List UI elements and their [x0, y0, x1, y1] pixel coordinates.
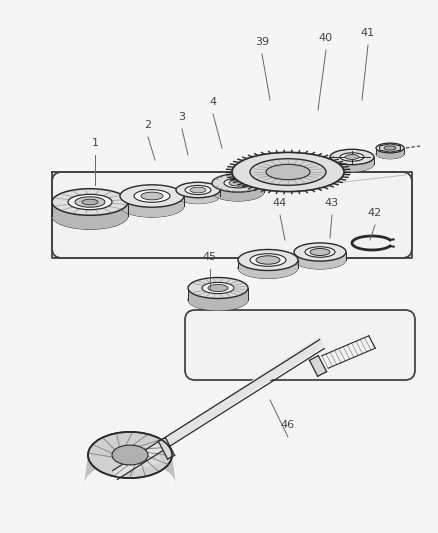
- Text: 46: 46: [280, 420, 294, 430]
- Ellipse shape: [201, 282, 233, 294]
- Ellipse shape: [75, 197, 105, 207]
- Ellipse shape: [339, 153, 363, 161]
- Polygon shape: [113, 337, 323, 480]
- Text: 44: 44: [272, 198, 286, 208]
- Text: 42: 42: [367, 208, 381, 218]
- Ellipse shape: [329, 149, 373, 165]
- Ellipse shape: [309, 248, 329, 255]
- Ellipse shape: [68, 195, 112, 209]
- FancyBboxPatch shape: [52, 172, 411, 258]
- Ellipse shape: [231, 152, 343, 191]
- Ellipse shape: [176, 188, 219, 204]
- Text: 40: 40: [318, 33, 332, 43]
- Ellipse shape: [375, 143, 403, 153]
- Polygon shape: [52, 202, 128, 229]
- Polygon shape: [84, 432, 176, 485]
- Text: 43: 43: [324, 198, 338, 208]
- Ellipse shape: [176, 182, 219, 198]
- Ellipse shape: [265, 164, 309, 180]
- Ellipse shape: [229, 180, 247, 186]
- Ellipse shape: [120, 185, 184, 207]
- Ellipse shape: [293, 251, 345, 269]
- Ellipse shape: [375, 149, 403, 159]
- Polygon shape: [237, 260, 297, 278]
- Ellipse shape: [329, 156, 373, 172]
- Polygon shape: [130, 447, 159, 470]
- Polygon shape: [120, 196, 184, 217]
- Polygon shape: [158, 438, 174, 459]
- Text: 41: 41: [360, 28, 374, 38]
- Ellipse shape: [88, 432, 172, 478]
- Ellipse shape: [237, 249, 297, 271]
- Ellipse shape: [223, 178, 251, 188]
- Ellipse shape: [212, 183, 263, 201]
- Ellipse shape: [190, 187, 205, 193]
- Ellipse shape: [212, 174, 263, 192]
- Ellipse shape: [112, 445, 148, 465]
- Polygon shape: [375, 148, 403, 159]
- Ellipse shape: [52, 203, 128, 229]
- Text: 2: 2: [144, 120, 151, 130]
- Text: 3: 3: [178, 112, 185, 122]
- Ellipse shape: [187, 278, 247, 298]
- Ellipse shape: [52, 189, 128, 215]
- Polygon shape: [52, 172, 411, 258]
- Ellipse shape: [187, 289, 247, 311]
- Ellipse shape: [344, 155, 358, 159]
- Ellipse shape: [141, 192, 162, 200]
- Ellipse shape: [120, 195, 184, 217]
- FancyBboxPatch shape: [184, 310, 414, 380]
- Polygon shape: [293, 252, 345, 269]
- Polygon shape: [212, 183, 263, 201]
- Ellipse shape: [134, 190, 170, 203]
- Text: 1: 1: [91, 138, 98, 148]
- Polygon shape: [187, 288, 247, 311]
- Ellipse shape: [82, 199, 98, 205]
- Ellipse shape: [184, 185, 211, 195]
- Text: 45: 45: [202, 252, 216, 262]
- Ellipse shape: [249, 254, 285, 266]
- Ellipse shape: [255, 256, 279, 264]
- Ellipse shape: [383, 146, 395, 150]
- Text: 39: 39: [254, 37, 268, 47]
- Polygon shape: [329, 157, 373, 172]
- Ellipse shape: [208, 285, 227, 292]
- Ellipse shape: [293, 243, 345, 261]
- Ellipse shape: [249, 159, 325, 185]
- Polygon shape: [309, 356, 326, 376]
- Ellipse shape: [237, 257, 297, 279]
- Text: 4: 4: [209, 97, 216, 107]
- Polygon shape: [176, 190, 219, 204]
- Ellipse shape: [304, 247, 334, 257]
